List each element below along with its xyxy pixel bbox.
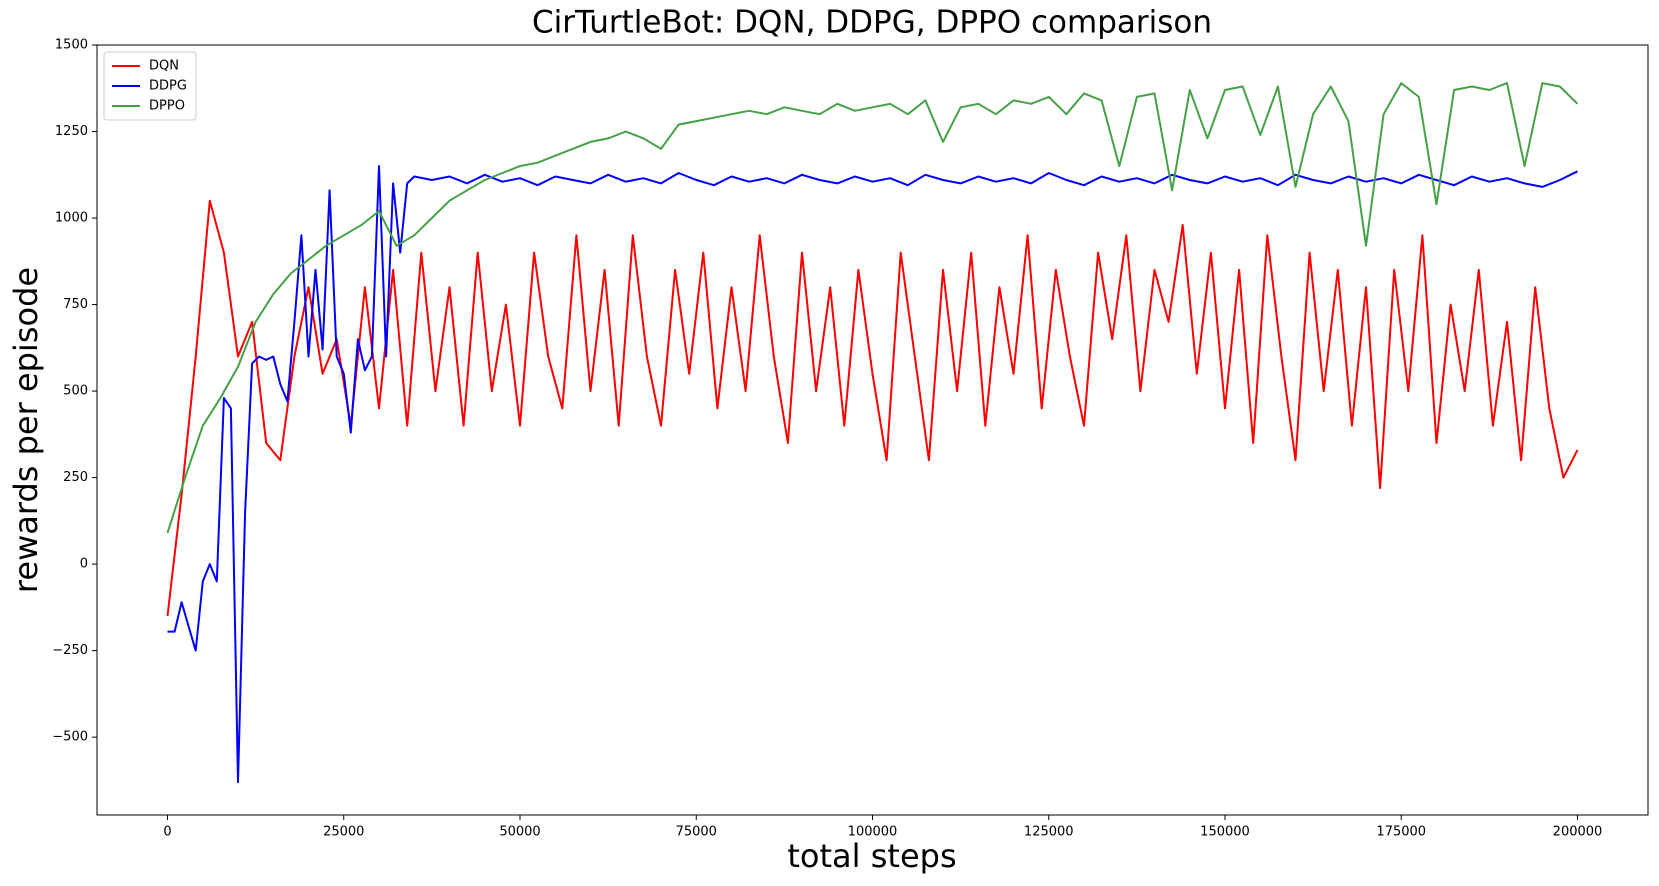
legend-box: [103, 51, 197, 121]
x-tick-label: 0: [163, 825, 171, 840]
y-tick-label: 500: [63, 384, 88, 399]
y-axis-label: rewards per episode: [7, 267, 45, 593]
x-tick-label: 150000: [1200, 825, 1250, 840]
y-tick-label: −500: [52, 730, 88, 745]
series-line: [166, 199, 1579, 617]
x-tick-label: 125000: [1024, 825, 1074, 840]
y-tick-label: 1500: [55, 38, 88, 53]
x-tick-label: 100000: [848, 825, 898, 840]
y-tick-label: 250: [63, 470, 88, 485]
x-tick-label: 25000: [323, 825, 364, 840]
y-tick-label: 1000: [55, 211, 88, 226]
legend-label: DQN: [149, 59, 179, 74]
legend-label: DPPO: [149, 99, 185, 114]
y-tick-label: −250: [52, 643, 88, 658]
x-tick-label: 50000: [499, 825, 540, 840]
x-axis-label: total steps: [787, 837, 956, 875]
series-line: [167, 165, 1578, 784]
y-tick-label: 0: [80, 557, 88, 572]
x-tick-label: 75000: [676, 825, 717, 840]
x-tick-label: 175000: [1376, 825, 1426, 840]
y-tick-label: 750: [63, 297, 88, 312]
chart-title: CirTurtleBot: DQN, DDPG, DPPO comparison: [532, 5, 1212, 41]
legend-label: DDPG: [149, 79, 187, 94]
plot-frame: [96, 44, 1649, 816]
y-tick-label: 1250: [55, 124, 88, 139]
series-line: [166, 82, 1579, 534]
x-tick-label: 200000: [1553, 825, 1603, 840]
